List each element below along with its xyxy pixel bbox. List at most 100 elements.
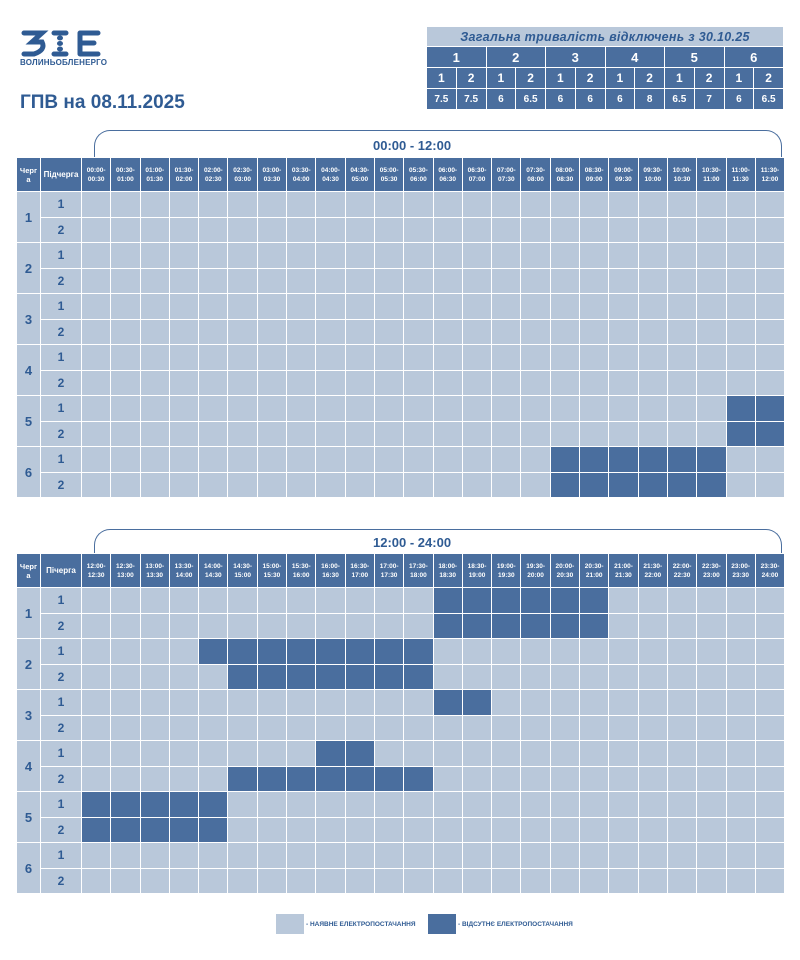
power-slot [754, 267, 786, 294]
power-slot [432, 867, 463, 894]
power-slot [637, 816, 668, 843]
power-slot [139, 216, 170, 243]
power-slot [579, 740, 610, 767]
outage-slot [520, 612, 551, 639]
power-slot [139, 612, 170, 639]
power-slot [754, 842, 786, 869]
power-slot [227, 587, 258, 614]
power-slot [666, 842, 698, 869]
power-slot [491, 842, 522, 869]
time-slot-header: 14:30- 15:00 [227, 553, 258, 588]
queue-label: 1 [16, 191, 41, 243]
time-slot-header: 08:30- 09:00 [579, 157, 610, 192]
power-slot [491, 420, 522, 447]
power-slot [666, 765, 698, 792]
power-slot [725, 293, 756, 320]
summary-value: 6.5 [753, 88, 784, 110]
power-slot [520, 344, 551, 371]
power-slot [725, 191, 756, 218]
time-slot-header: 12:30- 13:00 [110, 553, 141, 588]
time-slot-header: 13:00- 13:30 [139, 553, 170, 588]
subqueue-label: 2 [40, 369, 82, 396]
outage-slot [696, 446, 727, 473]
power-slot [139, 587, 170, 614]
power-slot [168, 612, 200, 639]
time-slot-header: 00:30- 01:00 [110, 157, 141, 192]
power-slot [344, 318, 375, 345]
power-slot [403, 267, 434, 294]
time-slot-header: 10:30- 11:00 [696, 157, 727, 192]
power-slot [286, 242, 317, 269]
outage-slot [315, 638, 346, 665]
power-slot [696, 765, 727, 792]
power-slot [461, 842, 493, 869]
power-slot [491, 740, 522, 767]
legend-absent-label: - ВІДСУТНЄ ЕЛЕКТРОПОСТАЧАННЯ [458, 921, 573, 928]
power-slot [666, 216, 698, 243]
power-slot [754, 446, 786, 473]
power-slot [725, 816, 756, 843]
power-slot [637, 765, 668, 792]
power-slot [637, 612, 668, 639]
power-slot [432, 369, 463, 396]
queue-label: 2 [16, 638, 41, 690]
power-slot [315, 714, 346, 741]
period-bracket [94, 130, 782, 157]
power-slot [549, 318, 581, 345]
outage-slot [344, 740, 375, 767]
power-slot [696, 267, 727, 294]
power-slot [286, 267, 317, 294]
power-slot [579, 765, 610, 792]
power-slot [520, 191, 551, 218]
power-slot [227, 344, 258, 371]
subqueue-label: 1 [40, 191, 82, 218]
power-slot [461, 395, 493, 422]
subqueue-label: 2 [40, 420, 82, 447]
schedule-row: 2 [17, 216, 786, 243]
power-slot [168, 663, 200, 690]
power-slot [80, 689, 112, 716]
power-slot [696, 293, 727, 320]
power-slot [637, 395, 668, 422]
power-slot [432, 842, 463, 869]
power-slot [491, 663, 522, 690]
power-slot [461, 765, 493, 792]
power-slot [549, 267, 581, 294]
power-slot [403, 216, 434, 243]
power-slot [696, 689, 727, 716]
power-slot [432, 216, 463, 243]
queue-label: 5 [16, 791, 41, 843]
power-slot [637, 344, 668, 371]
power-slot [315, 689, 346, 716]
power-slot [432, 242, 463, 269]
power-slot [491, 318, 522, 345]
outage-slot [286, 663, 317, 690]
subqueue-label: 2 [40, 318, 82, 345]
power-slot [139, 765, 170, 792]
schedule-row: 2 [17, 765, 786, 792]
subqueue-label: 2 [40, 267, 82, 294]
power-slot [608, 318, 639, 345]
time-slot-header: 09:30- 10:00 [637, 157, 668, 192]
power-slot [579, 663, 610, 690]
power-slot [549, 395, 581, 422]
summary-queue-header: 5 [664, 46, 725, 68]
power-slot [666, 714, 698, 741]
power-slot [696, 791, 727, 818]
power-slot [403, 867, 434, 894]
power-slot [286, 216, 317, 243]
outage-slot [549, 587, 581, 614]
time-slot-header: 05:00- 05:30 [373, 157, 405, 192]
power-slot [520, 446, 551, 473]
power-slot [344, 587, 375, 614]
power-slot [227, 446, 258, 473]
power-slot [725, 791, 756, 818]
power-slot [344, 446, 375, 473]
summary-value: 7.5 [426, 88, 457, 110]
power-slot [549, 714, 581, 741]
power-slot [666, 420, 698, 447]
power-slot [403, 740, 434, 767]
outage-slot [491, 587, 522, 614]
